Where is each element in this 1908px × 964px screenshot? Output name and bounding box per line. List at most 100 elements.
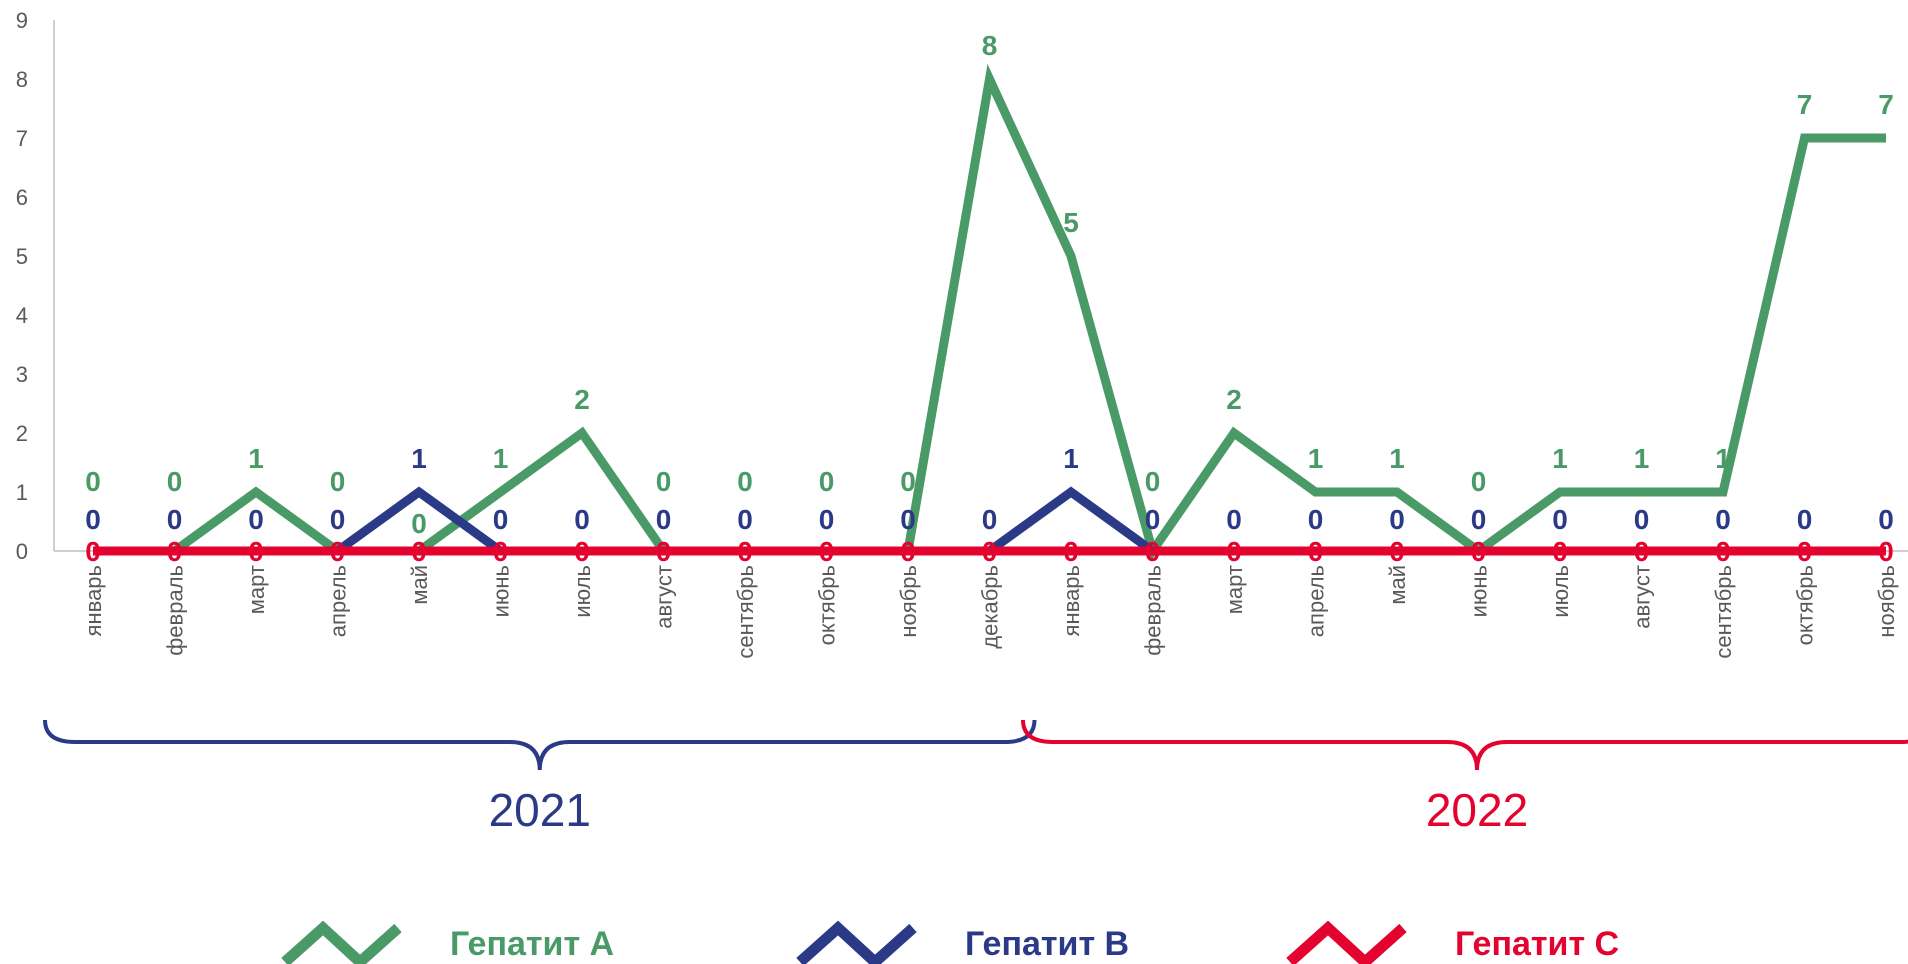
- data-label-2: 0: [493, 504, 509, 535]
- year-bracket: [43, 719, 1037, 771]
- data-label-1: 0: [411, 508, 427, 539]
- x-tick-label: октябрь: [815, 565, 840, 645]
- x-tick-label: май: [1385, 565, 1410, 605]
- data-label-2: 0: [1552, 504, 1568, 535]
- x-tick-label: апрель: [326, 565, 351, 637]
- year-label: 2022: [1426, 784, 1528, 836]
- data-label-1: 1: [248, 443, 264, 474]
- data-label-1: 0: [85, 466, 101, 497]
- data-label-2: 0: [1308, 504, 1324, 535]
- data-label-1: 5: [1063, 207, 1079, 238]
- data-label-3: 0: [85, 536, 101, 567]
- data-label-2: 0: [819, 504, 835, 535]
- data-label-3: 0: [167, 536, 183, 567]
- series-lines: [93, 63, 1886, 562]
- x-tick-label: апрель: [1304, 565, 1329, 637]
- data-label-1: 0: [167, 466, 183, 497]
- y-tick-label: 3: [16, 362, 28, 387]
- data-label-3: 0: [1389, 536, 1405, 567]
- legend-label-2: Гепатит В: [965, 925, 1129, 963]
- data-label-3: 0: [1145, 536, 1161, 567]
- data-label-2: 0: [1226, 504, 1242, 535]
- y-tick-label: 7: [16, 126, 28, 151]
- data-label-2: 0: [1878, 504, 1894, 535]
- data-label-3: 0: [819, 536, 835, 567]
- x-tick-label: ноябрь: [896, 565, 921, 638]
- data-label-2: 1: [411, 443, 427, 474]
- data-label-2: 0: [85, 504, 101, 535]
- data-label-1: 0: [1471, 466, 1487, 497]
- data-label-2: 0: [1389, 504, 1405, 535]
- data-label-1: 8: [982, 30, 998, 61]
- data-label-3: 0: [248, 536, 264, 567]
- x-tick-label: январь: [81, 565, 106, 636]
- y-tick-label: 5: [16, 244, 28, 269]
- data-label-2: 0: [982, 504, 998, 535]
- data-label-3: 0: [1552, 536, 1568, 567]
- y-tick-label: 8: [16, 67, 28, 92]
- data-label-1: 7: [1797, 89, 1813, 120]
- x-tick-label: ноябрь: [1874, 565, 1899, 638]
- y-tick-label: 0: [16, 539, 28, 564]
- data-label-2: 0: [737, 504, 753, 535]
- x-tick-label: июль: [1548, 565, 1573, 618]
- data-label-1: 2: [1226, 384, 1242, 415]
- x-axis-ticks: январь февраль март апрель май июнь июль август…: [81, 565, 1899, 659]
- data-label-3: 0: [411, 536, 427, 567]
- data-label-1: 1: [1389, 443, 1405, 474]
- y-tick-label: 6: [16, 185, 28, 210]
- y-axis-ticks: 0 1 2 3 4 5 6 7 8 9: [16, 8, 28, 564]
- data-label-3: 0: [656, 536, 672, 567]
- legend-swatch-3: [1286, 920, 1407, 964]
- year-bracket: [1021, 719, 1908, 771]
- data-label-3: 0: [1878, 536, 1894, 567]
- data-label-1: 1: [493, 443, 509, 474]
- data-label-2: 0: [1471, 504, 1487, 535]
- year-brackets: 2021 2022: [43, 719, 1908, 836]
- data-label-3: 0: [1634, 536, 1650, 567]
- series-line-1: [93, 63, 1886, 562]
- data-label-3: 0: [1715, 536, 1731, 567]
- data-label-2: 0: [1634, 504, 1650, 535]
- x-tick-label: май: [407, 565, 432, 605]
- data-label-2: 0: [330, 504, 346, 535]
- data-label-3: 0: [1226, 536, 1242, 567]
- x-tick-label: июнь: [489, 565, 514, 617]
- data-label-3: 0: [1471, 536, 1487, 567]
- data-label-1: 0: [330, 466, 346, 497]
- legend: Гепатит А Гепатит В Гепатит С: [281, 920, 1619, 964]
- data-label-1: 2: [574, 384, 590, 415]
- data-label-2: 0: [656, 504, 672, 535]
- data-label-2: 0: [1145, 504, 1161, 535]
- x-tick-label: март: [1222, 565, 1247, 614]
- legend-swatch-2: [796, 920, 917, 964]
- data-label-3: 0: [1308, 536, 1324, 567]
- data-label-1: 1: [1552, 443, 1568, 474]
- x-tick-label: июль: [570, 565, 595, 618]
- legend-swatch-1: [281, 920, 402, 964]
- x-tick-label: март: [244, 565, 269, 614]
- data-label-1: 0: [1145, 466, 1161, 497]
- y-tick-label: 9: [16, 8, 28, 33]
- x-tick-label: сентябрь: [1711, 565, 1736, 659]
- x-tick-label: февраль: [163, 565, 188, 656]
- y-tick-label: 2: [16, 421, 28, 446]
- data-label-2: 0: [248, 504, 264, 535]
- data-label-3: 0: [1063, 536, 1079, 567]
- data-label-3: 0: [330, 536, 346, 567]
- data-label-1: 0: [656, 466, 672, 497]
- x-tick-label: февраль: [1141, 565, 1166, 656]
- data-label-1: 7: [1878, 89, 1894, 120]
- data-label-2: 0: [900, 504, 916, 535]
- data-label-2: 0: [574, 504, 590, 535]
- y-tick-label: 4: [16, 303, 28, 328]
- x-tick-label: декабрь: [978, 565, 1003, 649]
- data-label-3: 0: [737, 536, 753, 567]
- data-label-1: 0: [900, 466, 916, 497]
- data-label-3: 0: [574, 536, 590, 567]
- data-label-1: 1: [1634, 443, 1650, 474]
- x-tick-label: август: [652, 565, 677, 629]
- data-label-1: 1: [1308, 443, 1324, 474]
